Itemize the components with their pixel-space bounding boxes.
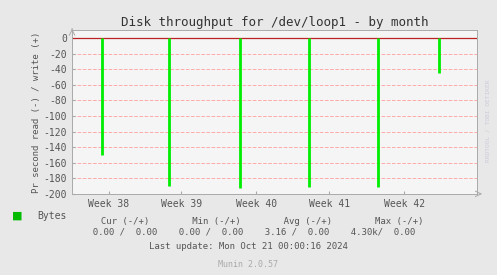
- Text: Last update: Mon Oct 21 00:00:16 2024: Last update: Mon Oct 21 00:00:16 2024: [149, 242, 348, 251]
- Text: 0.00 /  0.00    0.00 /  0.00    3.16 /  0.00    4.30k/  0.00: 0.00 / 0.00 0.00 / 0.00 3.16 / 0.00 4.30…: [82, 228, 415, 237]
- Text: Cur (-/+)        Min (-/+)        Avg (-/+)        Max (-/+): Cur (-/+) Min (-/+) Avg (-/+) Max (-/+): [74, 217, 423, 226]
- Text: Munin 2.0.57: Munin 2.0.57: [219, 260, 278, 269]
- Text: RRDTOOL / TOBI OETIKER: RRDTOOL / TOBI OETIKER: [486, 80, 491, 162]
- Text: ■: ■: [12, 211, 23, 221]
- Y-axis label: Pr second read (-) / write (+): Pr second read (-) / write (+): [32, 31, 41, 193]
- Title: Disk throughput for /dev/loop1 - by month: Disk throughput for /dev/loop1 - by mont…: [121, 16, 428, 29]
- Text: Bytes: Bytes: [37, 211, 67, 221]
